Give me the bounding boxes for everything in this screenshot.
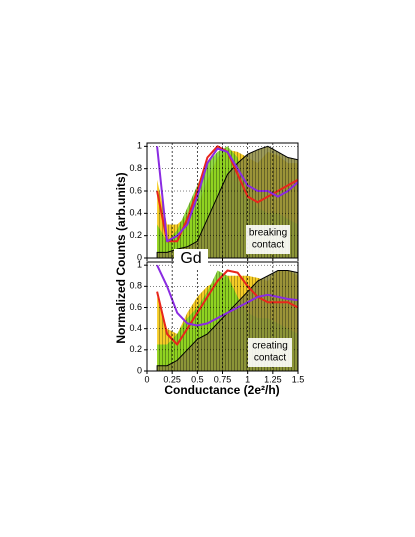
x-tick-label: 1.25 [264,374,282,384]
x-tick-label: 1 [245,374,250,384]
x-tick-label: 0.25 [163,374,181,384]
plot-frame [146,142,299,259]
curve [156,146,298,243]
x-axis-label: Conductance (2e²/h) [164,383,279,397]
y-tick-label: 0.8 [129,281,142,291]
y-tick-label: 0.2 [129,344,142,354]
y-tick-label: 0 [137,365,142,375]
x-tick-label: 0 [144,374,149,384]
annotation-box [248,338,292,367]
x-tick-label: 0.5 [191,374,204,384]
annotation: creating [252,341,288,352]
y-tick-label: 0.4 [129,323,142,333]
curve [156,264,298,327]
x-tick-label: 1.5 [292,374,305,384]
x-tick-label: 0.75 [214,374,232,384]
annotation-box [246,225,290,254]
y-tick-label: 0.6 [129,302,142,312]
y-tick-label: 0.4 [129,208,142,218]
annotation: contact [254,353,286,364]
curve [156,269,298,346]
y-tick-label: 0.6 [129,185,142,195]
plot-frame [146,261,299,372]
y-tick-label: 0 [137,252,142,262]
y-tick-label: 0.2 [129,230,142,240]
element-label: Gd [180,250,201,267]
y-axis-label: Normalized Counts (arb.units) [114,172,128,343]
y-tick-label: 1 [137,260,142,270]
label-box [174,249,208,269]
annotation: contact [252,240,284,251]
y-tick-label: 0.8 [129,163,142,173]
annotation: breaking [249,228,287,239]
y-tick-label: 1 [137,141,142,151]
